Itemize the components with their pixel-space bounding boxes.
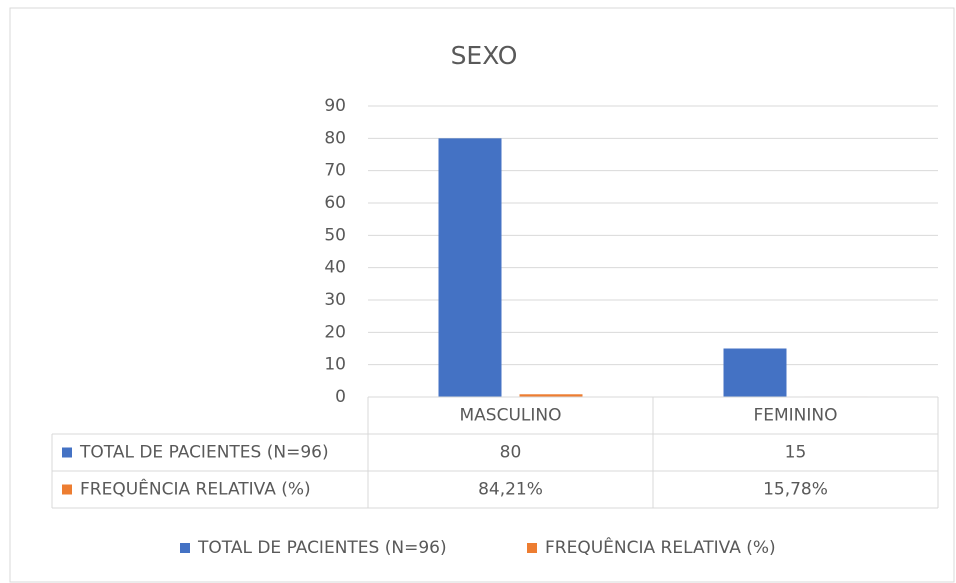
y-tick-label: 60 <box>324 193 346 213</box>
bar <box>723 348 787 397</box>
chart-title: SEXO <box>451 41 518 70</box>
y-tick-label: 20 <box>324 322 346 342</box>
table-value: 84,21% <box>478 480 543 500</box>
y-tick-label: 40 <box>324 258 346 278</box>
series-name: TOTAL DE PACIENTES (N=96) <box>79 443 329 463</box>
table-value: 80 <box>500 443 522 463</box>
series-name: FREQUÊNCIA RELATIVA (%) <box>80 478 311 500</box>
category-label: MASCULINO <box>460 406 562 426</box>
table-value: 15 <box>785 443 807 463</box>
category-label: FEMININO <box>753 406 837 426</box>
y-tick-label: 70 <box>324 161 346 181</box>
legend-key <box>180 543 190 553</box>
y-tick-label: 30 <box>324 290 346 310</box>
y-tick-label: 80 <box>324 128 346 148</box>
bar <box>438 138 502 398</box>
bar <box>519 394 583 397</box>
legend-key <box>527 543 537 553</box>
table-legend-key <box>62 484 72 495</box>
table-legend-key <box>62 447 72 458</box>
legend-label: FREQUÊNCIA RELATIVA (%) <box>545 536 776 558</box>
table-value: 15,78% <box>763 480 828 500</box>
y-tick-label: 90 <box>324 96 346 116</box>
legend-label: TOTAL DE PACIENTES (N=96) <box>197 538 447 558</box>
y-tick-label: 0 <box>335 387 346 407</box>
y-tick-label: 10 <box>324 355 346 375</box>
y-tick-label: 50 <box>324 225 346 245</box>
